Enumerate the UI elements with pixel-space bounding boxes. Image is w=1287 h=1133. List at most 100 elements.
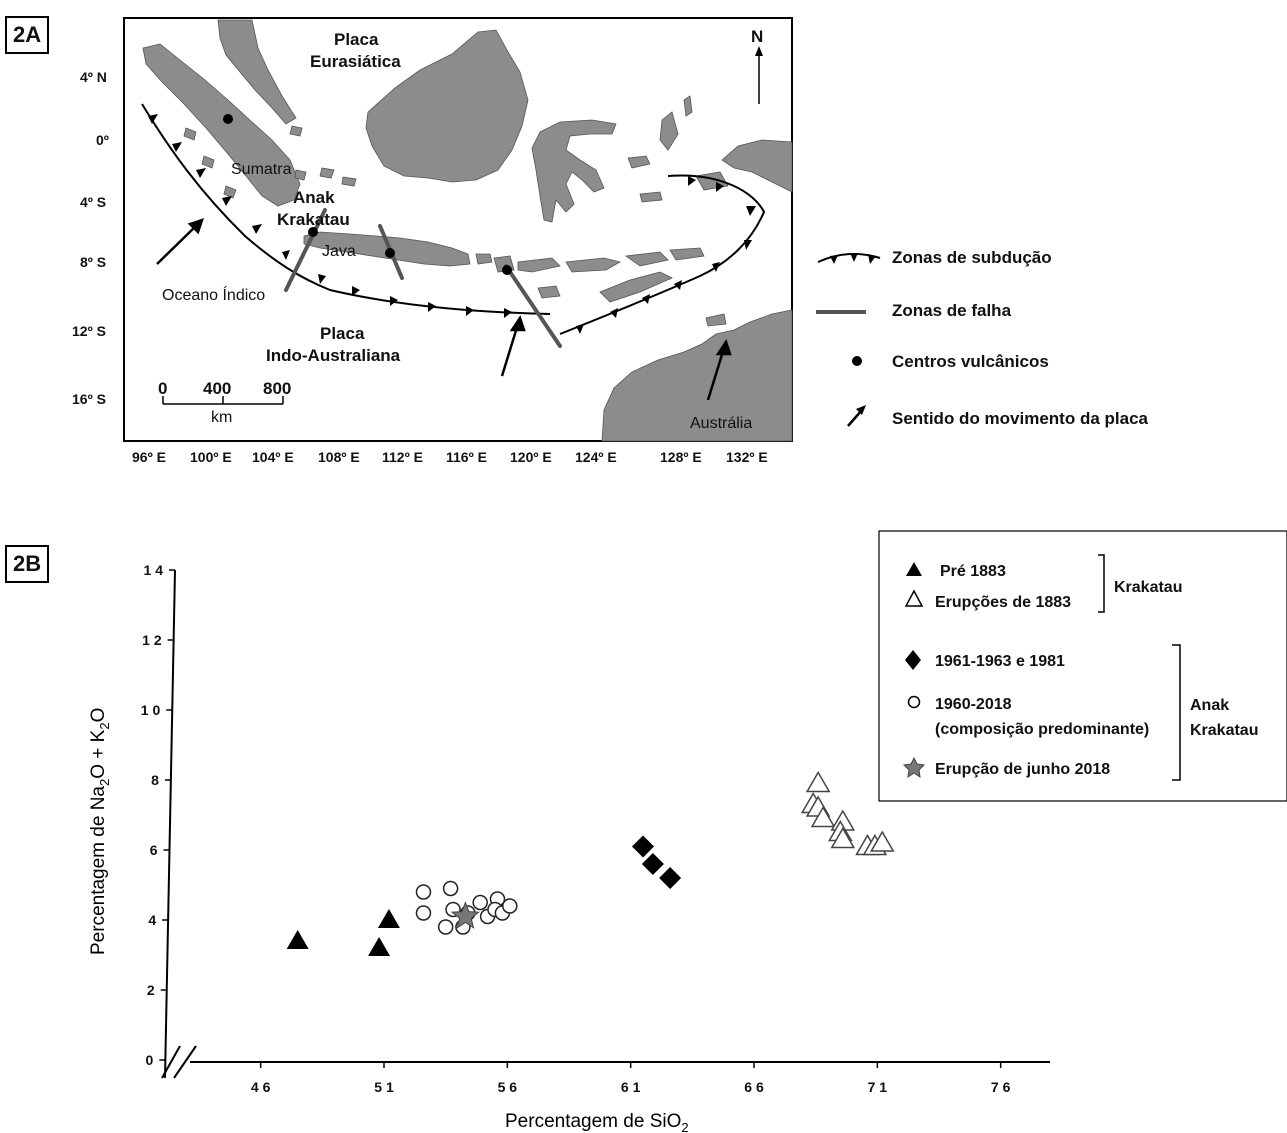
chart-points xyxy=(286,771,895,956)
point-erupcoes-1883 xyxy=(810,806,836,828)
point-junho-2018 xyxy=(450,901,481,929)
lat-label: 0º xyxy=(96,132,109,148)
legend-1960-2018: 1960-2018 xyxy=(935,696,1012,713)
composition-chart: 0 2 4 6 8 1 0 1 2 1 4 4 6 5 1 5 6 6 1 6 6 7 1 7 6 Perc… xyxy=(88,530,1287,1133)
lat-label: 8º S xyxy=(80,254,106,270)
legend-fault: Zonas de falha xyxy=(892,301,1012,320)
y-axis-line xyxy=(164,569,176,1079)
y-tick-label: 1 4 xyxy=(144,562,164,578)
lon-label: 100º E xyxy=(190,449,232,465)
label-sumatra: Sumatra xyxy=(231,161,292,178)
label-australia: Austrália xyxy=(690,415,752,432)
scale-tick-0: 0 xyxy=(158,379,167,398)
y-tick-label: 4 xyxy=(148,912,156,928)
scale-tick-800: 800 xyxy=(263,379,291,398)
tectonic-map: N Placa Eurasiática Sumatra Anak Krakata… xyxy=(72,17,1149,465)
chart-axes xyxy=(161,569,1050,1079)
lon-label: 104º E xyxy=(252,449,294,465)
x-tick-label: 7 6 xyxy=(991,1079,1011,1095)
volcanic-centres xyxy=(223,114,512,275)
subduction-teeth xyxy=(148,114,756,334)
y-tick-label: 1 2 xyxy=(142,632,162,648)
point-1961-1981 xyxy=(659,867,682,889)
point-erupcoes-1883 xyxy=(869,830,895,852)
lon-label: 116º E xyxy=(446,449,487,465)
scale-bar xyxy=(162,396,284,405)
legend-group-krakatau: Krakatau xyxy=(1114,579,1182,596)
legend-group-anak: Anak xyxy=(1190,697,1229,714)
x-tick-label: 6 1 xyxy=(621,1079,641,1095)
label-anak-1: Anak xyxy=(293,188,335,207)
panel-a-tag: 2A xyxy=(5,16,50,54)
y-tick-label: 0 xyxy=(146,1052,154,1068)
point-erupcoes-1883 xyxy=(805,771,831,793)
point-1960-2018 xyxy=(415,884,432,900)
land-australia xyxy=(601,309,793,442)
lat-label: 16º S xyxy=(72,391,106,407)
lon-label: 132º E xyxy=(726,449,768,465)
x-axis-title: Percentagem de SiO2 xyxy=(505,1111,689,1133)
point-1960-2018 xyxy=(442,880,459,897)
point-pre-1883 xyxy=(368,937,391,956)
x-tick-label: 7 1 xyxy=(868,1079,888,1095)
lon-label: 128º E xyxy=(660,449,702,465)
label-eurasian-1: Placa xyxy=(334,30,379,49)
legend-erupcoes-1883: Erupções de 1883 xyxy=(935,594,1071,611)
chart-legend-markers xyxy=(902,554,1181,781)
legend-1961-1981: 1961-1963 e 1981 xyxy=(935,653,1065,670)
x-tick-label: 4 6 xyxy=(251,1079,271,1095)
lon-label: 108º E xyxy=(318,449,360,465)
x-tick-label: 5 6 xyxy=(498,1079,518,1095)
label-eurasian-2: Eurasiática xyxy=(310,52,401,71)
label-ocean: Oceano Índico xyxy=(162,285,265,304)
label-anak-2: Krakatau xyxy=(277,210,350,229)
x-tick-label: 5 1 xyxy=(374,1079,394,1095)
legend-volcano: Centros vulcânicos xyxy=(892,352,1049,371)
lat-label: 4º S xyxy=(80,194,106,210)
scale-tick-400: 400 xyxy=(203,379,231,398)
legend-composicao: (composição predominante) xyxy=(935,721,1149,738)
land-borneo xyxy=(365,29,529,183)
chart-legend-box xyxy=(878,530,1287,802)
legend-group-anak-krakatau: Krakatau xyxy=(1190,722,1258,739)
lon-label: 96º E xyxy=(132,449,166,465)
y-tick-label: 6 xyxy=(150,842,158,858)
label-java: Java xyxy=(322,243,356,260)
point-1960-2018 xyxy=(415,905,432,921)
land-sulawesi xyxy=(531,119,617,223)
point-pre-1883 xyxy=(286,930,309,949)
point-1960-2018 xyxy=(472,894,488,911)
panel-b-tag: 2B xyxy=(5,545,50,583)
land-sumatra xyxy=(142,43,301,207)
point-1961-1981 xyxy=(632,835,654,858)
y-tick-label: 2 xyxy=(147,982,155,998)
legend-arrow: Sentido do movimento da placa xyxy=(892,409,1149,428)
chart-ticks: 0 2 4 6 8 1 0 1 2 1 4 4 6 5 1 5 6 6 1 6 6 7 1 7 6 xyxy=(141,562,1011,1095)
y-axis-title: Percentagem de Na2O + K2O xyxy=(88,708,112,955)
land-new-guinea xyxy=(721,139,793,193)
point-erupcoes-1883 xyxy=(830,827,856,849)
y-tick-label: 1 0 xyxy=(141,702,161,718)
land-malay-peninsula xyxy=(217,19,297,125)
point-1960-2018 xyxy=(502,898,518,914)
point-pre-1883 xyxy=(377,909,400,928)
label-indo-2: Indo-Australiana xyxy=(266,346,401,365)
lon-label: 120º E xyxy=(510,449,552,465)
x-tick-label: 6 6 xyxy=(744,1079,764,1095)
legend-subduction: Zonas de subdução xyxy=(892,248,1052,267)
label-indo-1: Placa xyxy=(320,324,365,343)
legend-junho-2018: Erupção de junho 2018 xyxy=(935,761,1110,778)
axis-break-mark xyxy=(173,1045,197,1079)
y-tick-label: 8 xyxy=(151,772,159,788)
landmasses xyxy=(142,19,793,442)
point-1960-2018 xyxy=(437,919,454,935)
axis-break-mark xyxy=(161,1045,181,1079)
north-arrow xyxy=(755,46,763,104)
lon-label: 124º E xyxy=(575,449,617,465)
scale-unit: km xyxy=(211,409,232,426)
plate-motion-arrows xyxy=(156,218,732,401)
legend-pre-1883: Pré 1883 xyxy=(940,563,1006,580)
lon-label: 112º E xyxy=(382,449,423,465)
lat-label: 4º N xyxy=(80,69,107,85)
map-legend xyxy=(816,252,881,427)
